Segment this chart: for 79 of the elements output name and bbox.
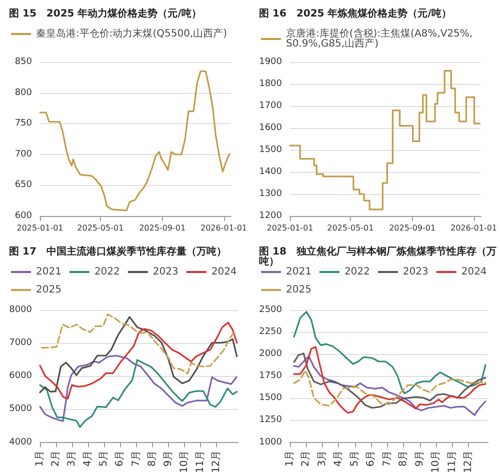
line-series — [39, 70, 231, 212]
x-tick-label: 2026-01-01 — [200, 224, 248, 232]
line-series — [40, 314, 238, 374]
x-tick-label: 2026-01-01 — [450, 224, 498, 232]
x-tick-label: 6月 — [114, 450, 126, 467]
y-tick-label: 1250 — [259, 415, 282, 426]
x-tick-label: 11月 — [446, 450, 458, 474]
x-tick-label: 1月 — [34, 450, 46, 467]
x-tick-label: 3月 — [66, 450, 78, 467]
x-tick-label: 9月 — [162, 450, 174, 467]
x-tick-label: 2025-01-01 — [16, 224, 64, 232]
legend-label: 2024 — [461, 266, 487, 278]
y-tick-label: 1750 — [259, 371, 282, 382]
y-tick-label: 4000 — [9, 437, 32, 448]
legend-label: 2022 — [344, 266, 370, 278]
legend-label: 2024 — [211, 266, 237, 278]
y-tick-label: 2000 — [259, 349, 282, 360]
x-tick-label: 10月 — [178, 450, 190, 474]
chart-title: 图 15 2025 年动力煤价格走势（元/吨） — [9, 8, 202, 20]
line-series — [293, 311, 486, 394]
y-tick-label: 1400 — [259, 167, 282, 177]
x-tick-label: 4月 — [333, 450, 344, 467]
y-tick-label: 1300 — [259, 189, 282, 199]
x-tick-label: 7月 — [130, 450, 142, 467]
x-tick-label: 2025-09-01 — [139, 224, 186, 232]
chart-title: 图 17 中国主流港口煤炭季节性库存量（万吨） — [9, 246, 226, 258]
y-tick-label: 1500 — [259, 393, 282, 404]
legend-label: 2021 — [286, 266, 312, 278]
y-tick-label: 1200 — [259, 211, 282, 221]
y-tick-label: 750 — [14, 118, 32, 129]
x-tick-label: 5月 — [349, 450, 360, 467]
legend-label: 秦皇岛港:平仓价:动力末煤(Q5500,山西产) — [36, 28, 228, 40]
chart-title: 图 18 独立焦化厂与样本钢厂炼焦煤季节性库存（万吨） — [259, 246, 496, 268]
x-tick-label: 10月 — [430, 450, 442, 474]
y-tick-label: 650 — [14, 180, 32, 190]
x-tick-label: 8月 — [146, 450, 158, 467]
y-tick-label: 2250 — [259, 327, 282, 338]
y-tick-label: 8000 — [9, 305, 32, 315]
x-tick-label: 7月 — [382, 450, 393, 467]
x-tick-label: 4月 — [82, 450, 94, 467]
x-tick-label: 2月 — [300, 450, 312, 467]
y-tick-label: 850 — [14, 57, 32, 67]
legend-label: 京唐港:库提价(含税):主焦煤(A8%,V25%,S0.9%,G85,山西产) — [286, 28, 473, 50]
x-tick-label: 2025-05-01 — [77, 224, 124, 232]
legend-label: 2023 — [152, 266, 178, 278]
y-tick-label: 7000 — [9, 338, 32, 348]
y-tick-label: 1600 — [259, 123, 282, 133]
x-tick-label: 1月 — [284, 450, 296, 467]
y-tick-label: 1500 — [259, 145, 282, 155]
legend-label: 2022 — [94, 266, 120, 278]
y-tick-label: 1900 — [259, 57, 282, 67]
x-tick-label: 12月 — [211, 450, 222, 474]
line-series — [293, 370, 486, 406]
y-tick-label: 1000 — [259, 437, 282, 448]
y-tick-label: 600 — [14, 211, 32, 221]
y-tick-label: 5000 — [9, 404, 32, 414]
x-tick-label: 2025-09-01 — [389, 224, 436, 232]
y-tick-label: 6000 — [9, 371, 32, 382]
x-tick-label: 5月 — [98, 450, 110, 467]
x-tick-label: 3月 — [316, 450, 328, 467]
x-tick-label: 2025-01-01 — [266, 224, 314, 232]
x-tick-label: 11月 — [194, 450, 206, 474]
chart-title: 图 16 2025 年炼焦煤价格走势（元/吨） — [259, 8, 452, 20]
y-tick-label: 2500 — [259, 305, 282, 315]
x-tick-label: 8月 — [398, 450, 410, 467]
x-tick-label: 2月 — [50, 450, 62, 467]
legend-label: 2025 — [36, 284, 62, 296]
x-tick-label: 12月 — [463, 450, 474, 474]
x-tick-label: 2025-05-01 — [327, 224, 374, 232]
y-tick-label: 700 — [14, 149, 32, 160]
x-tick-label: 6月 — [366, 450, 377, 467]
line-series — [293, 346, 486, 414]
y-tick-label: 1800 — [259, 79, 282, 89]
legend-label: 2021 — [36, 266, 62, 278]
legend-label: 2023 — [402, 266, 428, 278]
x-tick-label: 9月 — [414, 450, 426, 467]
y-tick-label: 800 — [14, 88, 32, 98]
y-tick-label: 1700 — [259, 101, 282, 111]
legend-label: 2025 — [286, 284, 312, 296]
